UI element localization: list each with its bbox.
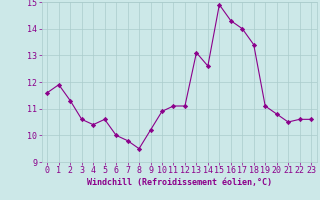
X-axis label: Windchill (Refroidissement éolien,°C): Windchill (Refroidissement éolien,°C)	[87, 178, 272, 187]
